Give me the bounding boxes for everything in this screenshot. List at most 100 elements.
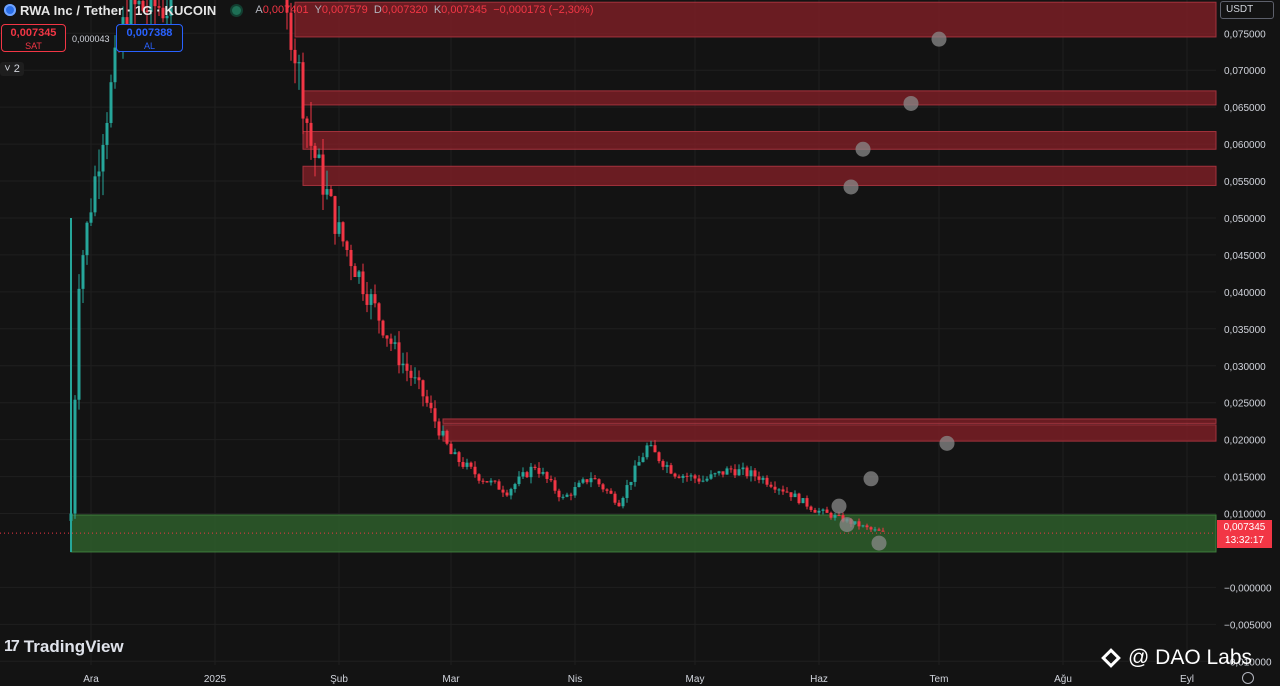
candle-body	[625, 485, 629, 498]
candle-body	[113, 47, 117, 83]
candle-body	[769, 484, 773, 487]
candle-body	[565, 494, 569, 497]
candle-body	[793, 493, 797, 498]
candle-body	[137, 0, 141, 5]
candle-body	[729, 468, 733, 470]
y-tick-label: −0,005000	[1224, 620, 1272, 631]
candle-body	[513, 484, 517, 490]
candle-body	[553, 480, 557, 491]
candle-body	[745, 467, 749, 477]
candle-body	[361, 271, 365, 295]
candle-body	[593, 478, 597, 480]
candle-body	[837, 515, 841, 517]
candle-body	[609, 490, 613, 494]
candle-body	[433, 408, 437, 422]
zone-marker	[839, 517, 855, 533]
candle-body	[105, 122, 109, 145]
candle-body	[633, 465, 637, 482]
candle-body	[489, 480, 493, 483]
y-tick-label: −0,010000	[1224, 657, 1272, 668]
candle-body	[725, 468, 729, 475]
currency-select[interactable]: USDT	[1220, 1, 1274, 19]
candle-body	[673, 473, 677, 477]
candle-body	[589, 478, 593, 483]
x-tick-label: Haz	[810, 674, 828, 685]
candle-body	[385, 335, 389, 339]
candle-body	[585, 479, 589, 483]
ohlc-high: 0,007579	[321, 4, 368, 16]
resistance-zone	[302, 165, 1217, 186]
candle-body	[81, 255, 85, 289]
candle-body	[305, 118, 309, 123]
sell-button[interactable]: 0,007345 SAT	[1, 24, 66, 52]
candles	[69, 0, 885, 552]
ohlc-close: 0,007345	[441, 4, 488, 16]
zone-marker	[931, 31, 947, 47]
symbol-title[interactable]: RWA Inc / Tether · 1G · KUCOIN	[20, 2, 217, 18]
candle-body	[857, 521, 861, 527]
candle-body	[141, 0, 145, 11]
market-status-icon[interactable]	[232, 5, 242, 15]
candle-body	[533, 466, 537, 468]
indicator-collapse-button[interactable]: ˅ 2	[0, 62, 24, 76]
chart-settings-icon[interactable]	[1242, 672, 1254, 684]
buy-label: AL	[143, 41, 155, 51]
candle-body	[617, 502, 621, 507]
zone-marker	[855, 141, 871, 157]
y-tick-label: 0,045000	[1224, 251, 1266, 262]
dao-labs-watermark: @ DAO Labs	[1101, 646, 1252, 670]
candle-body	[677, 476, 681, 478]
candle-body	[97, 171, 101, 177]
candle-body	[413, 377, 417, 379]
candle-body	[369, 294, 373, 305]
candle-body	[421, 380, 425, 397]
candle-body	[613, 493, 617, 503]
candle-body	[573, 487, 577, 496]
y-tick-label: 0,050000	[1224, 214, 1266, 225]
candle-body	[73, 399, 77, 514]
candle-body	[833, 515, 837, 518]
candle-body	[577, 482, 581, 488]
x-tick-label: Tem	[930, 674, 949, 685]
y-tick-label: 0,065000	[1224, 103, 1266, 114]
candle-body	[541, 472, 545, 474]
ohlc-low: 0,007320	[381, 4, 428, 16]
candle-body	[537, 467, 541, 474]
candle-body	[561, 496, 565, 498]
candle-body	[529, 466, 533, 478]
symbol-logo-icon	[4, 4, 16, 16]
candle-body	[301, 62, 305, 119]
candle-body	[409, 370, 413, 378]
candle-body	[349, 249, 353, 267]
candle-body	[337, 222, 341, 234]
candle-body	[89, 212, 93, 223]
x-tick-label: Eyl	[1180, 674, 1194, 685]
candle-body	[381, 320, 385, 336]
candle-body	[109, 82, 113, 123]
candle-body	[661, 461, 665, 467]
y-tick-label: 0,015000	[1224, 473, 1266, 484]
zones	[0, 1, 1217, 553]
ohlc-open: 0,007401	[262, 4, 309, 16]
candle-body	[817, 510, 821, 513]
candle-body	[101, 144, 105, 172]
tradingview-logo[interactable]: 17 TradingView	[4, 637, 124, 657]
candle-body	[417, 377, 421, 381]
candle-body	[509, 489, 513, 496]
candle-body	[157, 6, 161, 8]
candle-body	[129, 0, 133, 33]
candle-body	[517, 476, 521, 485]
candle-body	[393, 342, 397, 344]
candle-body	[485, 481, 489, 483]
candle-body	[373, 294, 377, 304]
chart-header: RWA Inc / Tether · 1G · KUCOIN A0,007401…	[0, 0, 594, 20]
buy-price: 0,007388	[126, 27, 173, 39]
binance-diamond-icon	[1101, 648, 1121, 668]
buy-button[interactable]: 0,007388 AL	[116, 24, 183, 52]
resistance-zone	[442, 424, 1217, 442]
chevron-down-icon: ˅	[4, 63, 11, 75]
resistance-zone	[442, 418, 1217, 424]
candle-body	[153, 0, 157, 7]
sell-price: 0,007345	[10, 27, 57, 39]
